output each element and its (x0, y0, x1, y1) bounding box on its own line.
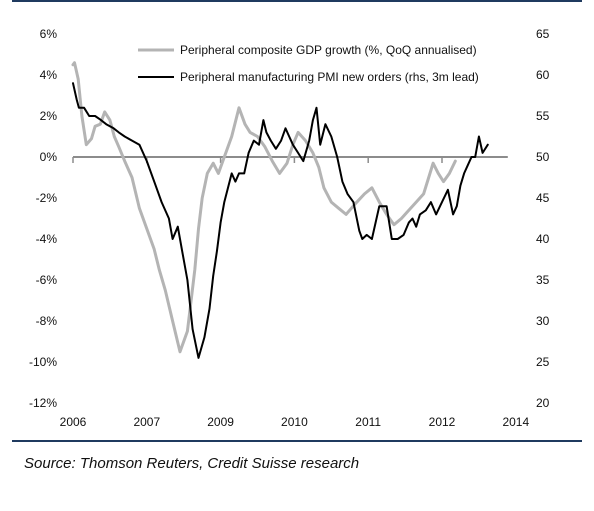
x-axis: 2006 2007 2009 2010 2011 2012 2014 (60, 157, 529, 429)
x-axis-tick-label: 2014 (502, 415, 529, 429)
series-layer (71, 61, 489, 359)
left-axis-tick-label: -6% (36, 273, 58, 287)
legend: Peripheral composite GDP growth (%, QoQ … (138, 43, 479, 84)
left-axis-tick-label: -2% (36, 191, 58, 205)
legend-label: Peripheral composite GDP growth (%, QoQ … (180, 43, 477, 57)
right-axis-tick-label: 55 (536, 109, 550, 123)
right-axis-tick-label: 65 (536, 27, 550, 41)
pmi-new-orders-line (72, 82, 489, 359)
x-axis-tick-label: 2012 (429, 415, 456, 429)
left-axis-tick-label: -8% (36, 314, 58, 328)
chart: -12% -10% -8% -6% -4% -2% 0% 2% 4% 6% 20 25 30 35 40 4… (12, 0, 582, 442)
right-axis-tick-label: 20 (536, 396, 550, 410)
gdp-growth-line (71, 61, 457, 354)
right-axis-tick-label: 50 (536, 150, 550, 164)
chart-frame-top (12, 0, 582, 2)
right-axis: 20 25 30 35 40 45 50 55 60 65 (536, 27, 550, 410)
right-axis-tick-label: 60 (536, 68, 550, 82)
left-axis-tick-label: 6% (40, 27, 58, 41)
left-axis-tick-label: 4% (40, 68, 58, 82)
x-axis-tick-label: 2006 (60, 415, 87, 429)
right-axis-tick-label: 25 (536, 355, 550, 369)
legend-label: Peripheral manufacturing PMI new orders … (180, 70, 479, 84)
left-axis-tick-label: -12% (29, 396, 57, 410)
source-note: Source: Thomson Reuters, Credit Suisse r… (24, 455, 360, 472)
x-axis-tick-label: 2010 (281, 415, 308, 429)
left-axis-tick-label: -4% (36, 232, 58, 246)
x-axis-tick-label: 2009 (207, 415, 234, 429)
left-axis-tick-label: 2% (40, 109, 58, 123)
right-axis-tick-label: 45 (536, 191, 550, 205)
right-axis-tick-label: 40 (536, 232, 550, 246)
right-axis-tick-label: 30 (536, 314, 550, 328)
x-axis-tick-label: 2011 (355, 415, 381, 429)
left-axis: -12% -10% -8% -6% -4% -2% 0% 2% 4% 6% (29, 27, 57, 410)
x-axis-tick-label: 2007 (133, 415, 160, 429)
chart-frame-bottom (12, 440, 582, 442)
right-axis-tick-label: 35 (536, 273, 550, 287)
left-axis-tick-label: -10% (29, 355, 57, 369)
left-axis-tick-label: 0% (40, 150, 58, 164)
